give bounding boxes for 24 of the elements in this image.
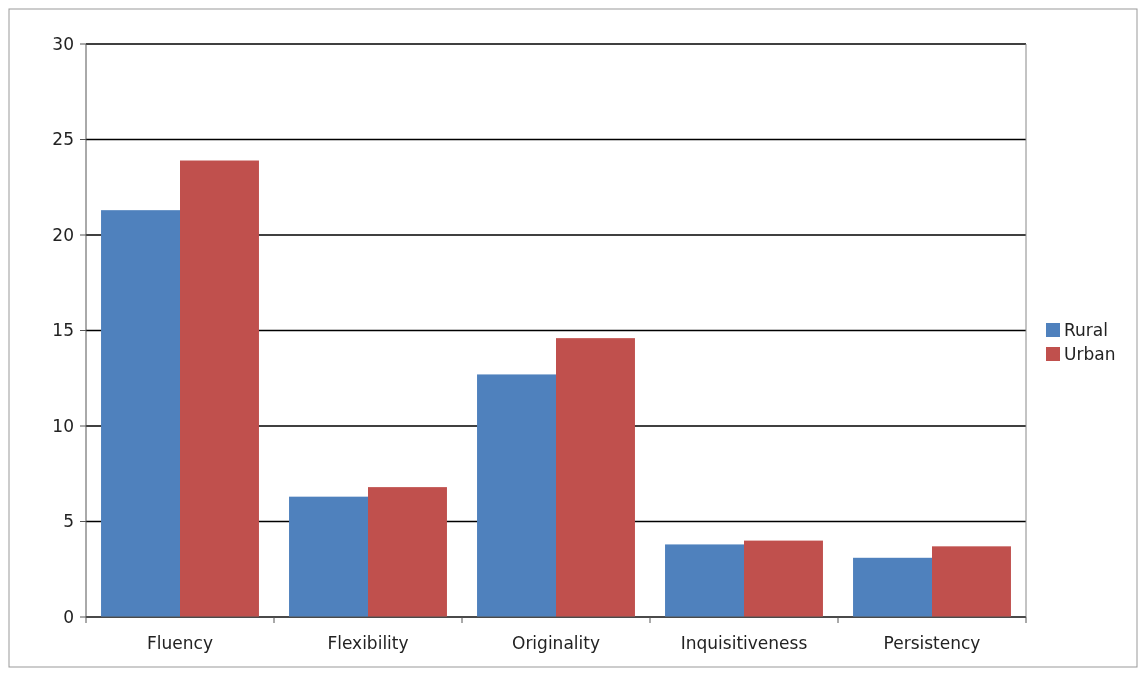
x-tick-label: Fluency — [147, 633, 213, 653]
legend-label: Urban — [1064, 343, 1116, 364]
bar — [932, 546, 1011, 617]
bar — [556, 338, 635, 617]
x-tick-label: Inquisitiveness — [680, 633, 808, 653]
y-tick-label: 10 — [52, 415, 74, 436]
bar — [368, 487, 447, 617]
bar — [289, 496, 368, 617]
bar — [180, 160, 259, 617]
bar — [853, 557, 932, 617]
y-tick-label: 5 — [63, 511, 74, 532]
y-tick-label: 30 — [52, 33, 74, 54]
bar — [477, 374, 556, 617]
bar — [744, 540, 823, 617]
x-tick-label: Originality — [512, 633, 600, 653]
y-tick-label: 15 — [52, 320, 74, 341]
bar — [101, 210, 180, 617]
y-tick-label: 0 — [63, 606, 74, 627]
y-tick-label: 20 — [52, 224, 74, 245]
x-tick-label: Flexibility — [327, 633, 409, 653]
legend-label: Rural — [1064, 319, 1108, 340]
x-tick-label: Persistency — [883, 633, 981, 653]
bar — [665, 544, 744, 617]
y-tick-label: 25 — [52, 129, 74, 150]
